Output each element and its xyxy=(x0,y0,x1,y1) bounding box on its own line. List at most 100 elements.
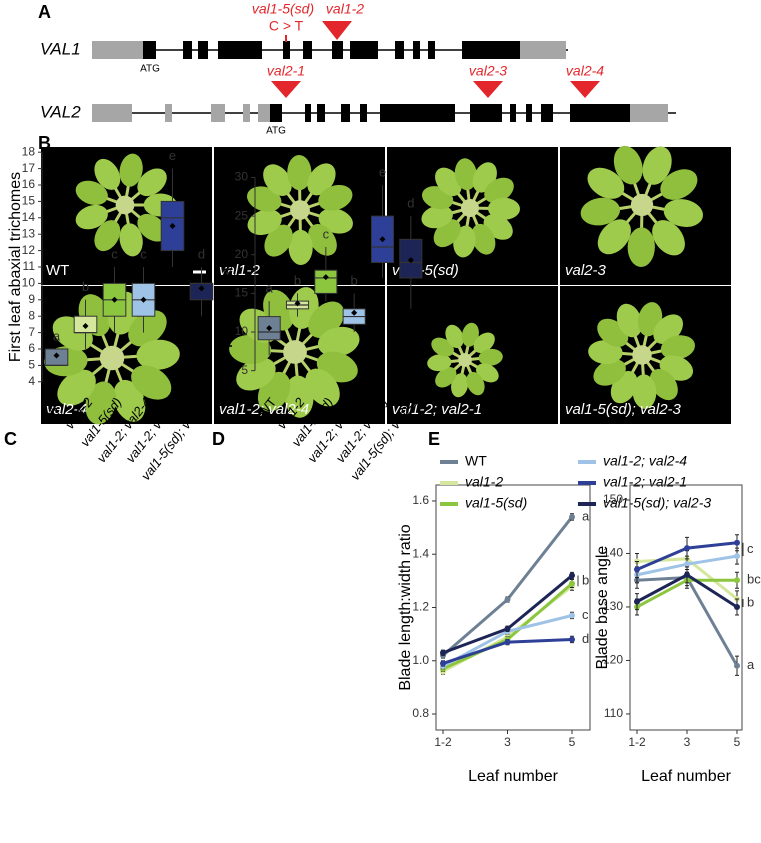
utr xyxy=(92,41,143,59)
point xyxy=(684,561,690,568)
significance-letter: b xyxy=(582,572,589,587)
leaf xyxy=(660,169,698,200)
rosette-center xyxy=(461,199,479,217)
point xyxy=(734,577,740,584)
mean-marker xyxy=(407,257,414,264)
significance-letter: c xyxy=(747,541,754,556)
genotype-label: val1-2; val2-4 xyxy=(219,401,309,418)
start-codon: ATG xyxy=(266,126,286,137)
start-codon: ATG xyxy=(140,64,160,75)
point xyxy=(734,662,740,669)
exon xyxy=(470,104,502,122)
leaf xyxy=(287,155,312,191)
point xyxy=(634,566,640,573)
mean-marker xyxy=(198,285,205,292)
y-tick-label: 15 xyxy=(22,194,36,208)
significance-letter: c xyxy=(323,226,330,241)
allele-label: val2-4 xyxy=(566,63,604,79)
genotype-label: val2-4 xyxy=(46,401,87,418)
mean-marker xyxy=(53,352,60,359)
point xyxy=(440,649,446,656)
x-tick-label: 3 xyxy=(504,735,511,749)
leaf xyxy=(318,185,353,211)
mean-marker xyxy=(379,236,386,243)
exon xyxy=(360,104,367,122)
exon xyxy=(332,41,343,59)
exon xyxy=(541,104,553,122)
allele-label: val1-5(sd) xyxy=(252,1,314,17)
leaf xyxy=(642,146,672,185)
mutation-label: C > T xyxy=(269,18,304,34)
rosette-center xyxy=(290,200,310,220)
exon xyxy=(341,104,350,122)
leaf xyxy=(471,223,496,255)
genotype-label: val1-2 xyxy=(219,262,261,279)
leaf xyxy=(85,381,117,425)
leaf xyxy=(119,153,143,187)
leaf xyxy=(632,374,657,409)
legend-label: WT xyxy=(465,453,487,469)
significance-letter: a xyxy=(582,508,590,523)
exon xyxy=(526,104,532,122)
legend-label: val1-2; val2-4 xyxy=(603,453,687,469)
point xyxy=(734,553,740,560)
y-tick-label: 10 xyxy=(22,276,36,290)
rosette-center xyxy=(115,195,135,215)
utr xyxy=(243,104,250,122)
mean-marker xyxy=(82,323,89,330)
leaf xyxy=(247,209,282,235)
y-tick-label: 130 xyxy=(603,599,623,613)
significance-letter: b xyxy=(82,279,89,294)
significance-letter: c xyxy=(140,246,147,261)
rosette-center xyxy=(632,345,652,365)
leaf xyxy=(236,357,276,391)
x-tick-label: 3 xyxy=(684,735,691,749)
y-tick-label: 7 xyxy=(28,325,35,339)
y-axis-label: First leaf abaxial trichomes xyxy=(7,172,24,362)
leaf xyxy=(263,164,292,196)
genotype-label: val2-3 xyxy=(565,262,607,279)
point xyxy=(504,639,511,646)
exon xyxy=(218,41,262,59)
y-tick-label: 4 xyxy=(28,374,35,388)
leaf xyxy=(136,339,180,370)
y-tick-label: 1.4 xyxy=(412,546,429,560)
exon xyxy=(305,104,311,122)
exon xyxy=(303,41,312,59)
point xyxy=(504,625,511,632)
y-tick-label: 17 xyxy=(22,161,36,175)
mean-marker xyxy=(111,296,118,303)
significance-letter: b xyxy=(294,273,301,288)
leaf xyxy=(75,180,108,206)
y-tick-label: 5 xyxy=(241,363,248,377)
significance-letter: a xyxy=(266,281,274,296)
y-tick-label: 12 xyxy=(22,243,36,257)
leaf xyxy=(461,322,479,347)
mean-marker xyxy=(294,300,301,307)
mean-marker xyxy=(322,274,329,281)
point xyxy=(440,660,446,667)
allele-arrow xyxy=(322,21,352,40)
significance-letter: b xyxy=(747,594,754,609)
leaf xyxy=(421,205,453,229)
leaf xyxy=(487,197,520,220)
significance-letter: b xyxy=(351,273,358,288)
leaf xyxy=(649,368,678,401)
leaf xyxy=(660,335,696,360)
y-tick-label: 13 xyxy=(22,226,36,240)
utr xyxy=(92,104,132,122)
leaf xyxy=(137,213,167,242)
leaf xyxy=(478,348,503,366)
leaf xyxy=(473,332,495,353)
leaf xyxy=(119,223,143,257)
genotype-label: WT xyxy=(46,262,69,279)
y-tick-label: 1.0 xyxy=(412,653,429,667)
y-tick-label: 10 xyxy=(235,324,249,338)
point xyxy=(734,603,740,610)
leaf xyxy=(435,367,457,388)
leaf xyxy=(613,145,643,185)
leaf xyxy=(305,368,340,407)
panel-label: D xyxy=(212,429,225,449)
y-tick-label: 140 xyxy=(603,546,623,560)
